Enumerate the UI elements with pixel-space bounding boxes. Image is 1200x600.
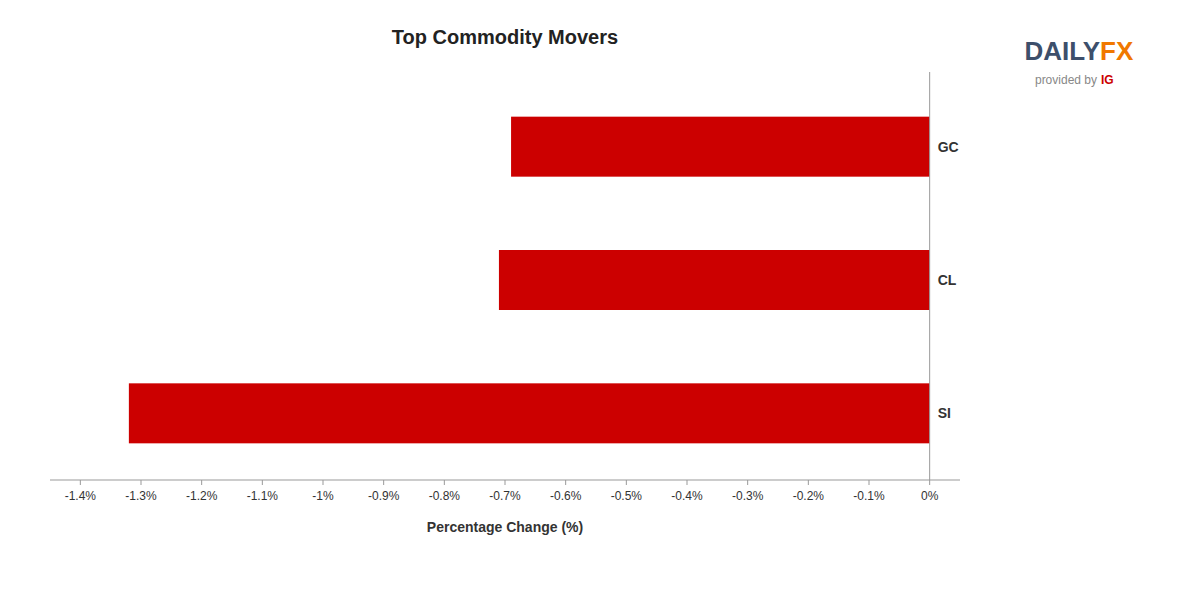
zero-line [929, 72, 930, 480]
x-tick [444, 480, 445, 485]
x-tick [808, 480, 809, 485]
x-tick [869, 480, 870, 485]
x-tick [262, 480, 263, 485]
x-tick-label: -1.1% [247, 489, 279, 503]
x-tick-label: -1.2% [186, 489, 218, 503]
x-tick [80, 480, 81, 485]
x-tick-label: -0.3% [732, 489, 764, 503]
x-axis-label: Percentage Change (%) [427, 519, 583, 535]
x-tick-label: -1.4% [65, 489, 97, 503]
x-tick [626, 480, 627, 485]
x-tick-label: -0.8% [429, 489, 461, 503]
x-tick [687, 480, 688, 485]
logo-text: DAILY [1024, 36, 1100, 66]
x-tick-label: -0.7% [489, 489, 521, 503]
x-tick-label: -1% [312, 489, 334, 503]
x-tick-label: -0.9% [368, 489, 400, 503]
x-tick [747, 480, 748, 485]
x-tick-label: -0.2% [793, 489, 825, 503]
x-tick [201, 480, 202, 485]
x-tick [323, 480, 324, 485]
logo-text: FX [1100, 36, 1134, 66]
x-tick-label: 0% [921, 489, 939, 503]
x-tick [929, 480, 930, 485]
page: {"chart_data": {"type": "bar", "orientat… [0, 0, 1200, 600]
bar [499, 250, 930, 310]
x-tick-label: -0.6% [550, 489, 582, 503]
chart: Top Commodity Movers GC CL SI -1.4% -1.3% -1.2… [0, 0, 1200, 600]
x-tick [565, 480, 566, 485]
logo-caption: IG [1101, 73, 1114, 87]
bars [129, 117, 930, 444]
bar [129, 383, 930, 443]
x-tick-label: -0.5% [611, 489, 643, 503]
x-tick [141, 480, 142, 485]
x-tick [505, 480, 506, 485]
x-tick [383, 480, 384, 485]
x-tick-label: -0.4% [671, 489, 703, 503]
logo-caption: provided by [1035, 73, 1097, 87]
bar [511, 117, 930, 177]
title: Top Commodity Movers [392, 26, 618, 48]
category-label: SI [938, 405, 951, 421]
category-label: GC [938, 139, 959, 155]
x-tick-label: -1.3% [125, 489, 157, 503]
category-label: CL [938, 272, 957, 288]
x-tick-label: -0.1% [853, 489, 885, 503]
